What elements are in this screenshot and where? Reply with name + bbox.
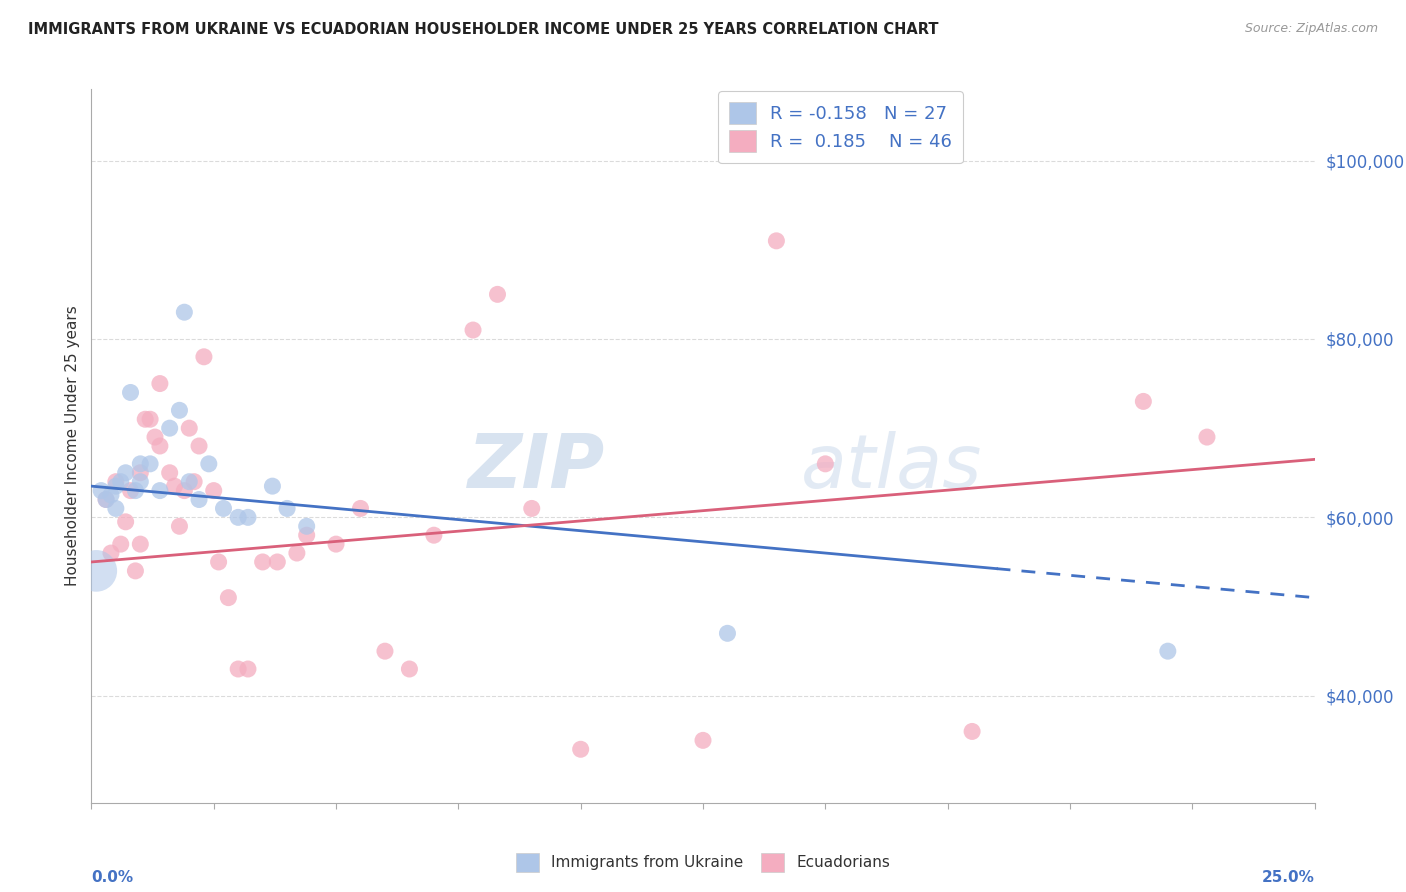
Point <box>236 510 259 524</box>
Text: ZIP: ZIP <box>468 431 605 504</box>
Point <box>129 466 152 480</box>
Text: IMMIGRANTS FROM UKRAINE VS ECUADORIAN HOUSEHOLDER INCOME UNDER 25 YEARS CORRELAT: IMMIGRANTS FROM UKRAINE VS ECUADORIAN HO… <box>28 22 939 37</box>
Point <box>188 492 211 507</box>
Point <box>114 515 136 529</box>
Point <box>486 287 509 301</box>
Point <box>285 546 308 560</box>
Point <box>202 483 225 498</box>
Point <box>295 528 318 542</box>
Point <box>276 501 298 516</box>
Point <box>569 742 592 756</box>
Point <box>1132 394 1154 409</box>
Point <box>124 564 146 578</box>
Point <box>226 510 249 524</box>
Point <box>207 555 229 569</box>
Point <box>398 662 420 676</box>
Point <box>149 376 172 391</box>
Point <box>173 483 195 498</box>
Point <box>110 537 132 551</box>
Point <box>129 457 152 471</box>
Point <box>94 492 117 507</box>
Point <box>266 555 288 569</box>
Point <box>236 662 259 676</box>
Point <box>134 412 156 426</box>
Point <box>149 439 172 453</box>
Point <box>169 519 191 533</box>
Point <box>193 350 215 364</box>
Point <box>163 479 186 493</box>
Point <box>100 488 122 502</box>
Text: Source: ZipAtlas.com: Source: ZipAtlas.com <box>1244 22 1378 36</box>
Point <box>814 457 837 471</box>
Point <box>374 644 396 658</box>
Point <box>349 501 371 516</box>
Point <box>325 537 347 551</box>
Point <box>124 483 146 498</box>
Point <box>94 492 117 507</box>
Point <box>169 403 191 417</box>
Point <box>120 483 142 498</box>
Point <box>139 412 162 426</box>
Point <box>1157 644 1180 658</box>
Point <box>110 475 132 489</box>
Point <box>188 439 211 453</box>
Point <box>198 457 221 471</box>
Point <box>716 626 738 640</box>
Point <box>129 475 152 489</box>
Point <box>139 457 162 471</box>
Point <box>104 475 127 489</box>
Point <box>100 546 122 560</box>
Point <box>159 421 181 435</box>
Point <box>173 305 195 319</box>
Text: atlas: atlas <box>801 432 983 503</box>
Legend: Immigrants from Ukraine, Ecuadorians: Immigrants from Ukraine, Ecuadorians <box>506 844 900 880</box>
Point <box>295 519 318 533</box>
Point <box>1195 430 1218 444</box>
Point <box>114 466 136 480</box>
Point <box>252 555 274 569</box>
Point <box>226 662 249 676</box>
Point <box>692 733 714 747</box>
Point <box>212 501 235 516</box>
Point <box>217 591 239 605</box>
Point <box>520 501 543 516</box>
Point <box>960 724 983 739</box>
Point <box>104 501 127 516</box>
Point <box>90 483 112 498</box>
Point <box>143 430 166 444</box>
Point <box>765 234 787 248</box>
Point <box>129 537 152 551</box>
Point <box>104 479 127 493</box>
Point <box>84 564 107 578</box>
Point <box>262 479 284 493</box>
Point <box>461 323 484 337</box>
Text: 0.0%: 0.0% <box>91 870 134 885</box>
Point <box>179 475 201 489</box>
Text: 25.0%: 25.0% <box>1261 870 1315 885</box>
Point <box>120 385 142 400</box>
Y-axis label: Householder Income Under 25 years: Householder Income Under 25 years <box>65 306 80 586</box>
Point <box>179 421 201 435</box>
Point <box>183 475 205 489</box>
Point <box>423 528 446 542</box>
Point <box>149 483 172 498</box>
Point <box>159 466 181 480</box>
